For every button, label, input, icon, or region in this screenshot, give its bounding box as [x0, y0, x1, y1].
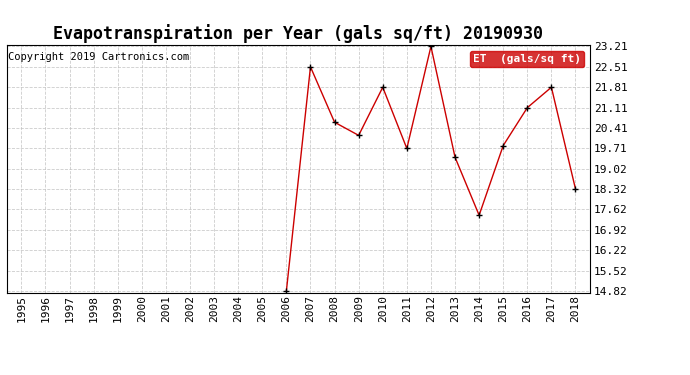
Text: Copyright 2019 Cartronics.com: Copyright 2019 Cartronics.com	[8, 53, 189, 62]
Legend: ET  (gals/sq ft): ET (gals/sq ft)	[470, 51, 584, 67]
Title: Evapotranspiration per Year (gals sq/ft) 20190930: Evapotranspiration per Year (gals sq/ft)…	[53, 24, 544, 44]
